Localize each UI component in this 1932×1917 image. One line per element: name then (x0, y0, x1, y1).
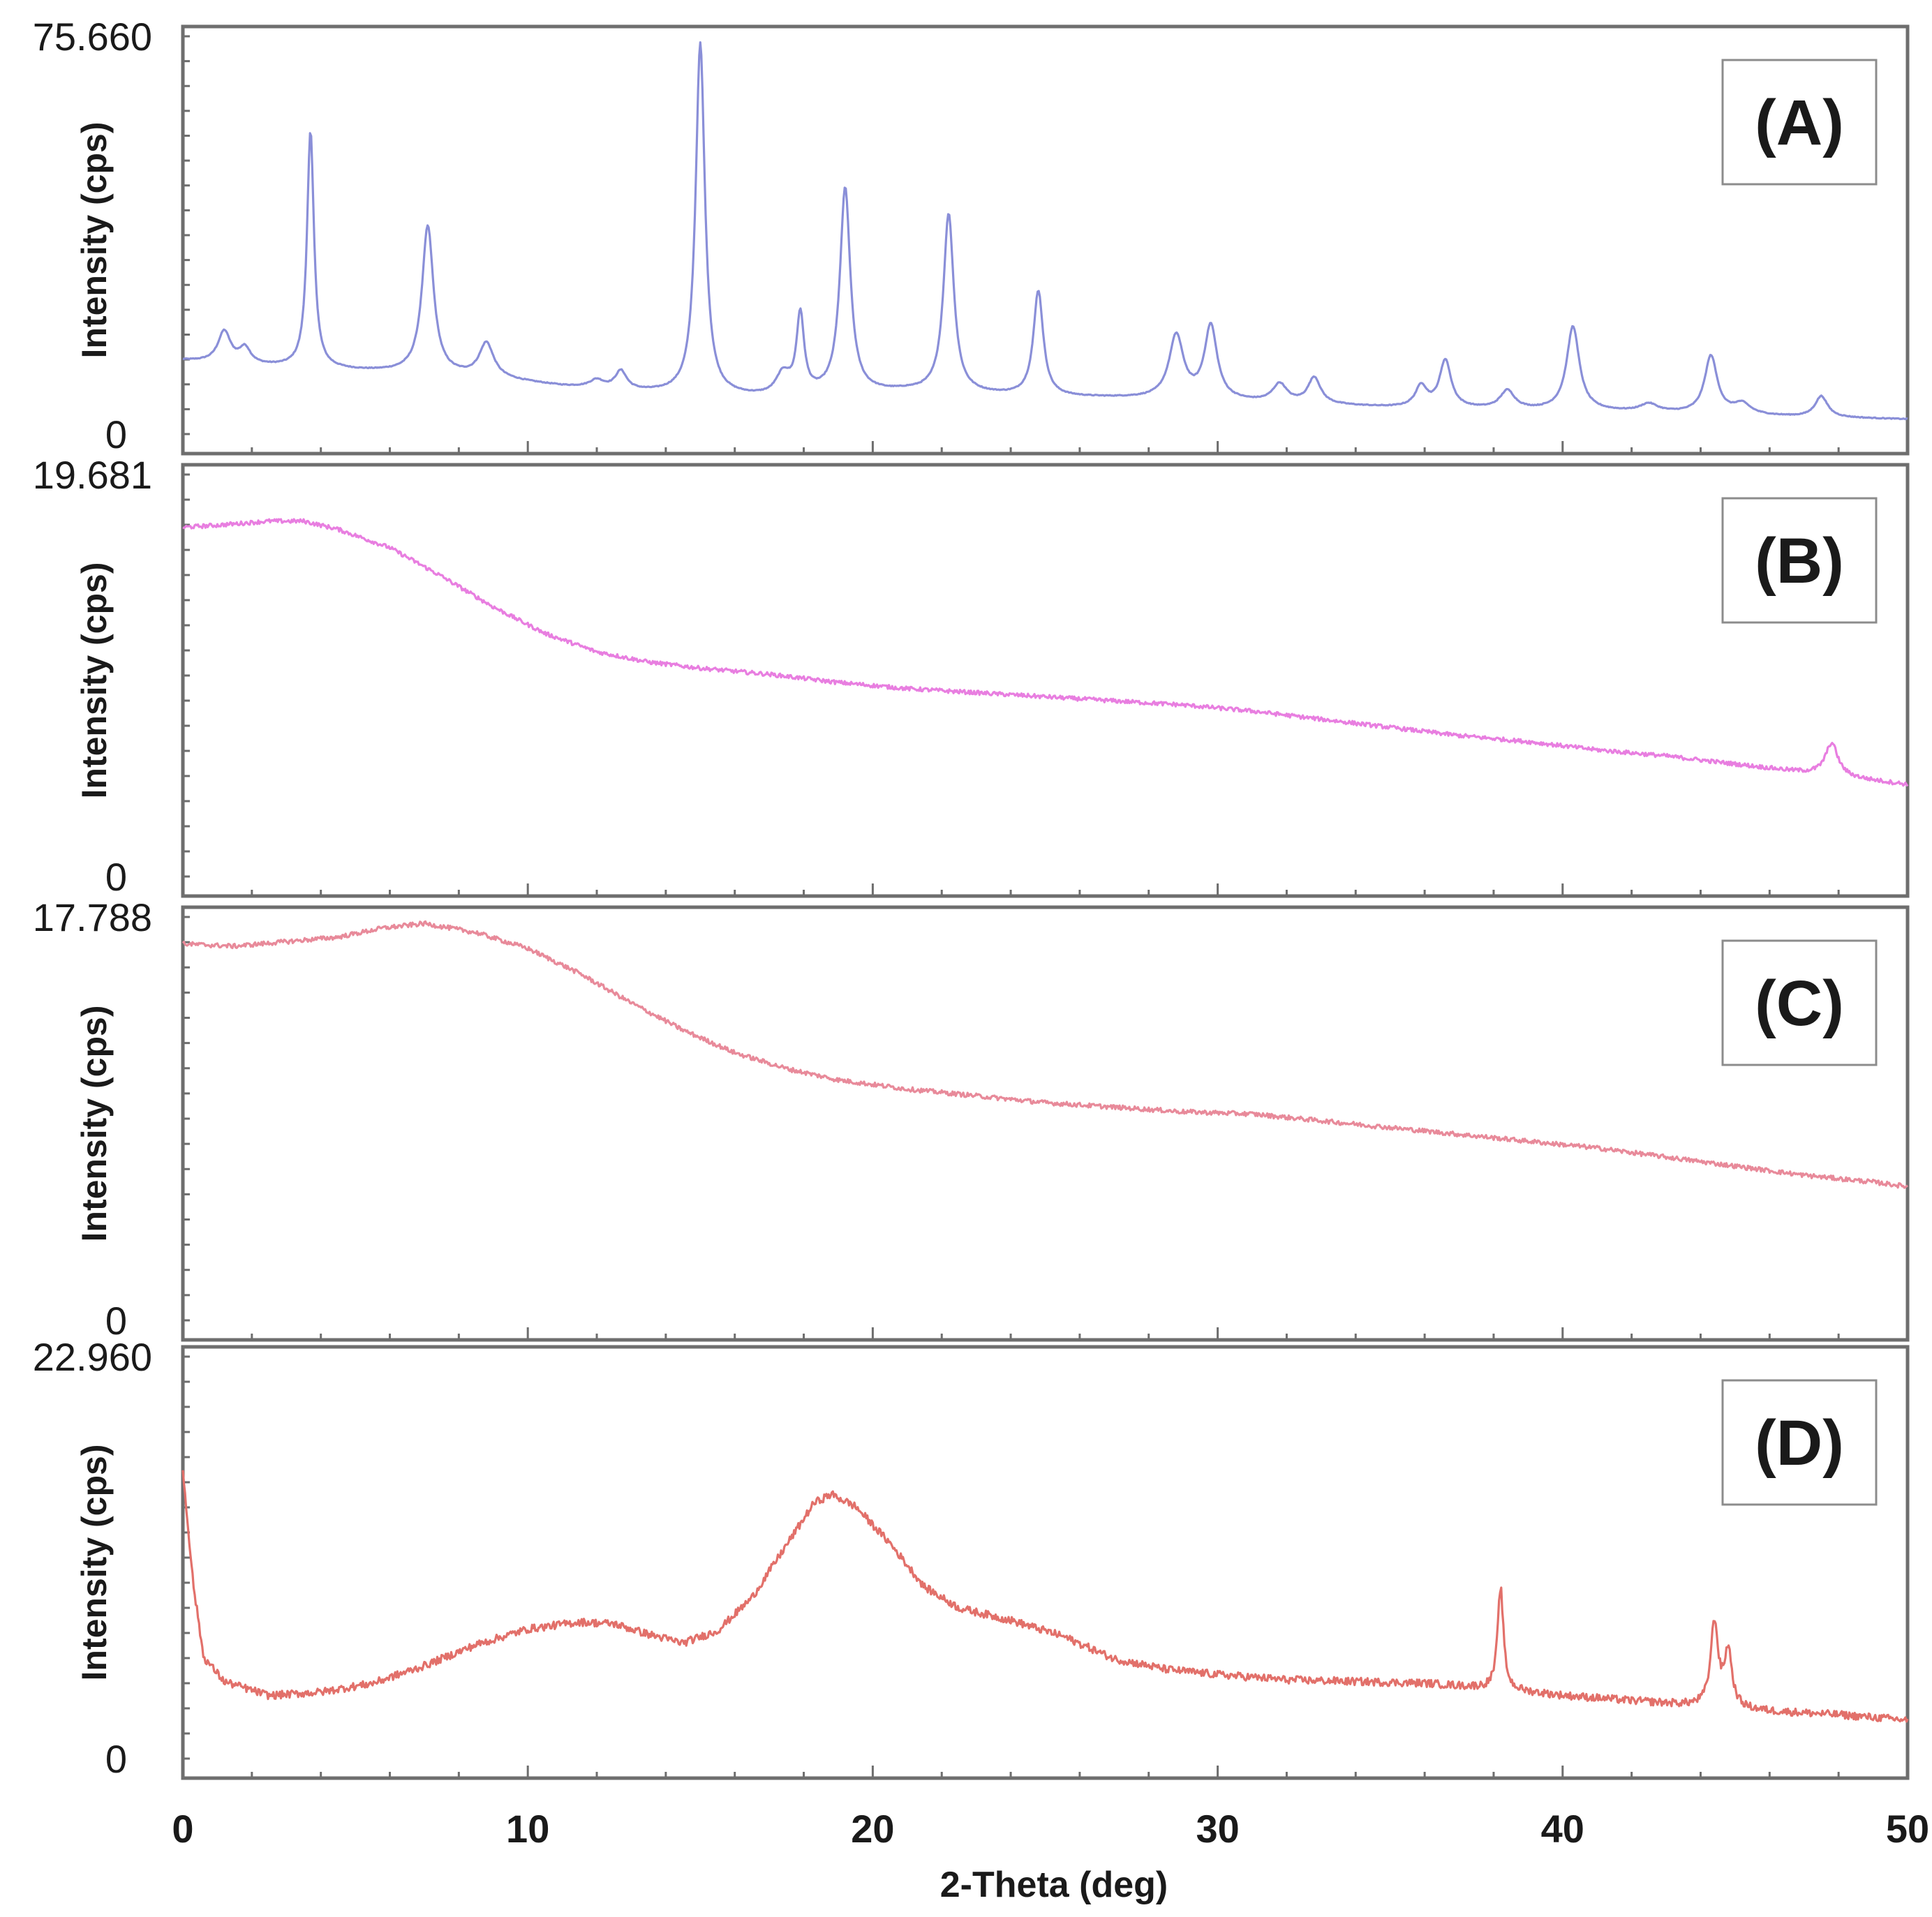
chart-panel-c: 17.788 0 Intensity (cps) (C) (33, 895, 1910, 1343)
plot-frame (181, 905, 1910, 1342)
x-tick-label: 20 (851, 1807, 894, 1851)
y-tick-label-max: 22.960 (33, 1335, 152, 1379)
plot-frame (181, 24, 1910, 456)
y-axis-label: Intensity (cps) (75, 1006, 114, 1242)
series-line-a (182, 41, 1908, 421)
panel-label-box (1721, 1379, 1878, 1506)
series-line-c (181, 920, 1908, 1189)
series-line-b (182, 518, 1909, 787)
panel-label: (D) (1755, 1408, 1844, 1479)
chart-panel-d: 22.960 0 Intensity (cps) (D) (33, 1335, 1910, 1781)
y-axis-label: Intensity (cps) (75, 122, 114, 359)
series-line-d (181, 1470, 1909, 1723)
panel-label-box (1721, 939, 1878, 1066)
x-axis: 0 10 20 30 40 50 (172, 1807, 1929, 1851)
x-tick-label: 50 (1886, 1807, 1929, 1851)
y-tick-label-zero: 0 (105, 1299, 127, 1343)
chart-panel-a: 75.660 0 Intensity (cps) (A) (33, 15, 1910, 456)
y-tick-label-zero: 0 (105, 855, 127, 899)
y-tick-label-max: 19.681 (33, 453, 152, 497)
panel-label-box (1721, 497, 1878, 624)
x-tick-label: 10 (506, 1807, 549, 1851)
y-tick-label-max: 17.788 (33, 895, 152, 939)
panel-label-box (1721, 59, 1878, 186)
x-tick-label: 40 (1541, 1807, 1584, 1851)
plot-frame (181, 1345, 1910, 1780)
y-axis-label: Intensity (cps) (75, 1445, 114, 1681)
x-axis-label: 2-Theta (deg) (940, 1865, 1168, 1905)
y-axis-label: Intensity (cps) (75, 562, 114, 799)
panel-label: (A) (1755, 87, 1844, 158)
plot-frame (181, 463, 1910, 898)
chart-panel-b: 19.681 0 Intensity (cps) (B) (33, 453, 1910, 899)
y-tick-label-zero: 0 (105, 412, 127, 456)
x-tick-label: 30 (1196, 1807, 1239, 1851)
y-tick-label-max: 75.660 (33, 15, 152, 59)
x-tick-label: 0 (172, 1807, 193, 1851)
y-tick-label-zero: 0 (105, 1737, 127, 1781)
panel-label: (B) (1755, 525, 1844, 597)
panel-label: (C) (1755, 968, 1844, 1039)
